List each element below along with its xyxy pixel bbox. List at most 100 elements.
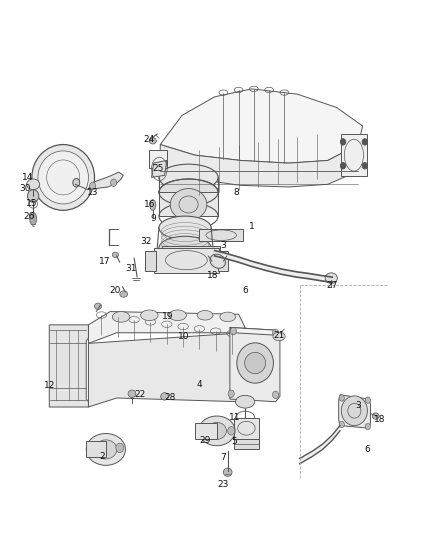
Ellipse shape [198, 416, 235, 446]
Text: 24: 24 [144, 135, 155, 144]
Ellipse shape [220, 312, 236, 321]
Ellipse shape [365, 397, 371, 403]
Ellipse shape [273, 332, 285, 341]
Ellipse shape [27, 179, 40, 190]
Ellipse shape [128, 390, 136, 398]
Text: 12: 12 [43, 381, 55, 390]
Ellipse shape [113, 252, 118, 257]
Ellipse shape [207, 422, 226, 439]
Ellipse shape [38, 151, 88, 204]
Ellipse shape [159, 236, 211, 260]
Ellipse shape [197, 311, 213, 320]
Text: 22: 22 [134, 390, 145, 399]
Ellipse shape [30, 213, 37, 225]
Text: 25: 25 [152, 164, 164, 173]
Ellipse shape [223, 468, 232, 477]
Polygon shape [145, 251, 156, 271]
Text: 23: 23 [218, 480, 229, 489]
Polygon shape [341, 134, 367, 176]
Text: 28: 28 [165, 393, 176, 402]
Ellipse shape [199, 426, 206, 435]
Text: 11: 11 [230, 413, 241, 422]
Ellipse shape [116, 443, 124, 453]
Ellipse shape [236, 395, 254, 408]
Polygon shape [162, 246, 220, 252]
Polygon shape [215, 251, 332, 282]
Polygon shape [88, 333, 243, 407]
Polygon shape [88, 312, 245, 343]
Ellipse shape [73, 179, 80, 187]
Text: 31: 31 [125, 264, 137, 272]
Text: 3: 3 [355, 401, 361, 410]
Polygon shape [234, 418, 259, 439]
Text: 18: 18 [374, 415, 386, 424]
Polygon shape [218, 251, 228, 271]
Text: 19: 19 [162, 312, 173, 321]
Polygon shape [149, 150, 167, 168]
Text: 8: 8 [233, 188, 239, 197]
Ellipse shape [159, 164, 218, 191]
Ellipse shape [237, 343, 273, 383]
Ellipse shape [365, 423, 371, 430]
Ellipse shape [150, 200, 156, 211]
Ellipse shape [362, 139, 367, 145]
Text: 5: 5 [231, 437, 237, 446]
Text: 17: 17 [99, 257, 111, 265]
Polygon shape [195, 423, 217, 439]
Ellipse shape [339, 421, 344, 427]
Ellipse shape [88, 446, 96, 456]
Ellipse shape [161, 393, 169, 400]
Ellipse shape [170, 189, 207, 220]
Text: 21: 21 [273, 331, 285, 340]
Text: 14: 14 [22, 173, 33, 182]
Text: 16: 16 [144, 200, 155, 209]
Ellipse shape [169, 310, 186, 320]
Text: 10: 10 [178, 332, 190, 341]
Polygon shape [199, 229, 243, 241]
Polygon shape [339, 395, 371, 428]
Polygon shape [230, 327, 280, 335]
Polygon shape [154, 248, 219, 273]
Ellipse shape [149, 138, 156, 144]
Ellipse shape [272, 391, 279, 399]
Ellipse shape [159, 216, 211, 239]
Ellipse shape [210, 254, 226, 268]
Polygon shape [300, 425, 340, 464]
Text: 1: 1 [249, 222, 254, 231]
Text: 2: 2 [99, 452, 105, 461]
Text: 32: 32 [140, 237, 152, 246]
Polygon shape [49, 325, 88, 407]
Polygon shape [86, 441, 106, 457]
Polygon shape [160, 89, 363, 163]
Text: 6: 6 [364, 445, 370, 454]
Text: 27: 27 [326, 280, 338, 289]
Ellipse shape [228, 426, 235, 435]
Polygon shape [152, 160, 167, 177]
Text: 13: 13 [87, 188, 99, 197]
Text: 3: 3 [220, 241, 226, 250]
Ellipse shape [245, 352, 265, 374]
Polygon shape [234, 439, 259, 449]
Text: 26: 26 [23, 212, 35, 221]
Ellipse shape [230, 327, 237, 335]
Ellipse shape [90, 182, 96, 190]
Ellipse shape [95, 440, 117, 459]
Ellipse shape [95, 303, 102, 310]
Text: 9: 9 [151, 214, 157, 223]
Ellipse shape [340, 139, 346, 145]
Text: 29: 29 [199, 436, 211, 445]
Polygon shape [230, 327, 280, 402]
Ellipse shape [362, 163, 367, 169]
Polygon shape [160, 144, 358, 187]
Polygon shape [243, 327, 245, 397]
Ellipse shape [120, 291, 127, 297]
Polygon shape [88, 172, 123, 190]
Ellipse shape [341, 396, 367, 425]
Text: 18: 18 [207, 271, 218, 280]
Text: 20: 20 [110, 286, 121, 295]
Ellipse shape [340, 163, 346, 169]
Ellipse shape [113, 312, 130, 322]
Text: 30: 30 [20, 183, 31, 192]
Ellipse shape [141, 310, 158, 320]
Ellipse shape [159, 179, 218, 206]
